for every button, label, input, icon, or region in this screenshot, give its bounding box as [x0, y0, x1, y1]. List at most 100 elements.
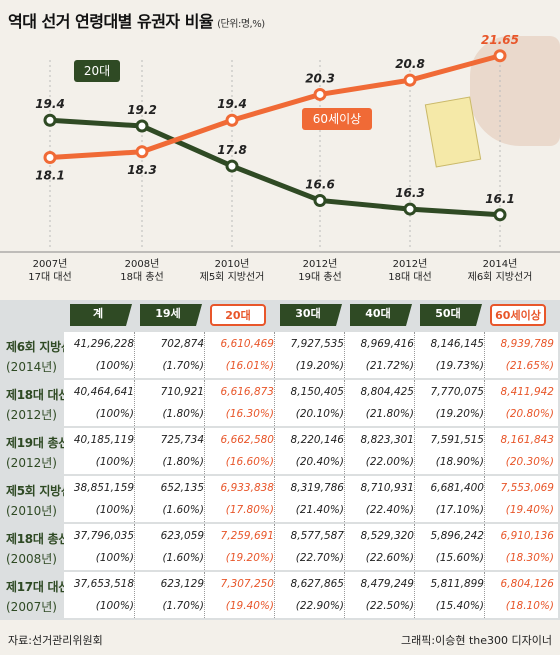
count-cell: 6,610,469	[220, 338, 274, 350]
series-0-point-1	[135, 119, 149, 133]
column-divider	[204, 524, 205, 570]
percent-cell: (21.65%)	[505, 360, 554, 372]
percent-cell: (15.40%)	[435, 600, 484, 612]
data-label-1-3: 20.3	[305, 71, 335, 85]
count-cell: 8,529,320	[360, 530, 414, 542]
percent-cell: (22.70%)	[295, 552, 344, 564]
count-cell: 6,662,580	[220, 434, 274, 446]
column-divider	[274, 332, 275, 378]
column-header-0: 계	[70, 304, 132, 326]
row-cells: 37,653,518 (100%) 623,129 (1.70%) 7,307,250 (…	[64, 572, 558, 618]
data-table: 계 19세 20대 30대 40대 50대 60세이상 제6회 지방선거 (2014년) 41,2…	[0, 300, 560, 620]
x-tick-label-0: 2007년 17대 대선	[28, 259, 72, 283]
row-label: 제18대 대선	[6, 388, 69, 402]
count-cell: 6,910,136	[500, 530, 554, 542]
percent-cell: (100%)	[95, 456, 134, 468]
hand-illustration	[470, 36, 560, 146]
data-label-1-1: 18.3	[127, 163, 157, 177]
percent-cell: (20.40%)	[295, 456, 344, 468]
x-tick-label-4: 2012년 18대 대선	[388, 259, 432, 283]
count-cell: 40,464,641	[73, 386, 134, 398]
count-cell: 8,823,301	[360, 434, 414, 446]
percent-cell: (1.80%)	[162, 408, 204, 420]
count-cell: 8,479,249	[360, 578, 414, 590]
series-1-point-3	[313, 87, 327, 101]
table-row: 제19대 총선 (2012년) 40,185,119 (100%) 725,734 (1.…	[0, 428, 560, 478]
count-cell: 7,927,535	[290, 338, 344, 350]
row-label: 제6회 지방선거	[6, 340, 83, 354]
row-year: (2010년)	[6, 504, 57, 518]
count-cell: 8,146,145	[430, 338, 484, 350]
data-label-1-5: 21.65	[481, 33, 519, 47]
column-divider	[344, 572, 345, 618]
column-divider	[204, 476, 205, 522]
count-cell: 7,553,069	[500, 482, 554, 494]
legend-box-0	[74, 60, 120, 82]
row-year: (2012년)	[6, 456, 57, 470]
column-header-3: 30대	[280, 304, 342, 326]
percent-cell: (100%)	[95, 552, 134, 564]
column-divider	[344, 524, 345, 570]
column-divider	[414, 524, 415, 570]
column-divider	[414, 572, 415, 618]
percent-cell: (18.90%)	[435, 456, 484, 468]
column-divider	[134, 380, 135, 426]
series-0-point-4	[403, 202, 417, 216]
row-cells: 40,185,119 (100%) 725,734 (1.80%) 6,662,580 (…	[64, 428, 558, 474]
column-divider	[274, 524, 275, 570]
percent-cell: (19.20%)	[225, 552, 274, 564]
series-0-point-0	[43, 113, 57, 127]
count-cell: 8,577,587	[290, 530, 344, 542]
count-cell: 41,296,228	[73, 338, 134, 350]
percent-cell: (16.60%)	[225, 456, 274, 468]
percent-cell: (1.70%)	[162, 360, 204, 372]
column-divider	[134, 332, 135, 378]
row-cells: 40,464,641 (100%) 710,921 (1.80%) 6,616,873 (…	[64, 380, 558, 426]
percent-cell: (19.73%)	[435, 360, 484, 372]
percent-cell: (22.40%)	[365, 504, 414, 516]
column-divider	[274, 380, 275, 426]
row-year: (2012년)	[6, 408, 57, 422]
percent-cell: (1.60%)	[162, 552, 204, 564]
percent-cell: (1.60%)	[162, 504, 204, 516]
count-cell: 37,796,035	[73, 530, 134, 542]
count-cell: 37,653,518	[73, 578, 134, 590]
row-year: (2014년)	[6, 360, 57, 374]
data-label-0-4: 16.3	[395, 186, 425, 200]
percent-cell: (17.80%)	[225, 504, 274, 516]
column-header-1: 19세	[140, 304, 202, 326]
data-label-1-4: 20.8	[395, 57, 425, 71]
count-cell: 8,150,405	[290, 386, 344, 398]
row-cells: 38,851,159 (100%) 652,135 (1.60%) 6,933,838 (…	[64, 476, 558, 522]
count-cell: 7,591,515	[430, 434, 484, 446]
x-tick-label-3: 2012년 19대 총선	[298, 259, 342, 283]
row-label: 제5회 지방선거	[6, 484, 83, 498]
series-1-point-5	[493, 49, 507, 63]
source-note: 자료:선거관리위원회	[8, 634, 103, 647]
row-label: 제17대 대선	[6, 580, 69, 594]
row-cells: 41,296,228 (100%) 702,874 (1.70%) 6,610,469 (…	[64, 332, 558, 378]
x-tick-label-5: 2014년 제6회 지방선거	[467, 259, 533, 283]
count-cell: 38,851,159	[73, 482, 134, 494]
row-label: 제18대 총선	[6, 532, 69, 546]
column-header-5: 50대	[420, 304, 482, 326]
series-0-point-3	[313, 193, 327, 207]
count-cell: 5,811,899	[430, 578, 484, 590]
row-year: (2007년)	[6, 600, 57, 614]
column-divider	[484, 476, 485, 522]
column-header-2: 20대	[210, 304, 266, 326]
percent-cell: (100%)	[95, 600, 134, 612]
percent-cell: (100%)	[95, 504, 134, 516]
legend-label-0: 20대	[84, 64, 110, 78]
percent-cell: (19.20%)	[295, 360, 344, 372]
column-header-6: 60세이상	[490, 304, 546, 326]
table-row: 제5회 지방선거 (2010년) 38,851,159 (100%) 652,135 (1…	[0, 476, 560, 526]
series-0-point-5	[493, 208, 507, 222]
series-line-0	[49, 117, 501, 218]
count-cell: 8,411,942	[500, 386, 554, 398]
row-year: (2008년)	[6, 552, 57, 566]
percent-cell: (21.40%)	[295, 504, 344, 516]
column-divider	[344, 428, 345, 474]
percent-cell: (20.80%)	[505, 408, 554, 420]
table-row: 제17대 대선 (2007년) 37,653,518 (100%) 623,129 (1.…	[0, 572, 560, 622]
